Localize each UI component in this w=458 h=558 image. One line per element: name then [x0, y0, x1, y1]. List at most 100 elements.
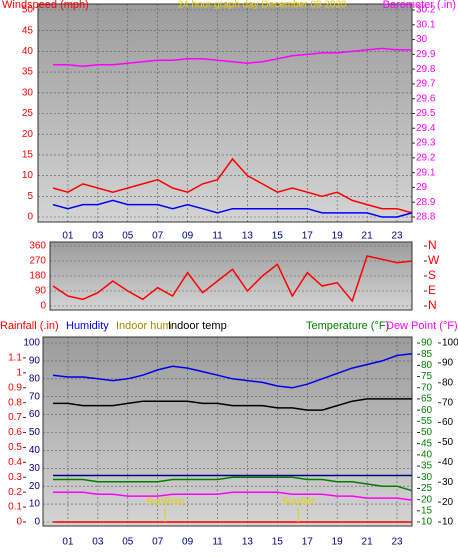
y-tick-label: 0.4 [8, 457, 22, 468]
y-tick-label: 30 [442, 477, 454, 488]
y-tick-label: 35 [421, 461, 433, 472]
x-tick-label: 19 [332, 231, 344, 242]
y-tick-label: 20 [442, 497, 454, 508]
y-tick-label: 75 [421, 371, 433, 382]
y-tick-label: 30 [29, 463, 41, 474]
y-tick-label: 55 [421, 416, 433, 427]
y-tick-label: 25 [22, 108, 34, 119]
x-tick-label: 19 [332, 537, 344, 548]
x-tick-label: 09 [182, 537, 194, 548]
y-tick-label: 60 [421, 405, 433, 416]
series-line [52, 157, 413, 214]
y-tick-label: 10 [29, 499, 41, 510]
axis-title: Barometer (.in) [383, 0, 456, 11]
y-tick-label: 0 [16, 517, 22, 528]
x-tick-label: 01 [62, 231, 74, 242]
x-tick-label: 05 [122, 537, 134, 548]
y-tick-label: 15 [421, 505, 433, 516]
series-line [52, 255, 413, 303]
y-tick-label: 29.8 [416, 64, 436, 75]
y-tick-label: 60 [29, 409, 41, 420]
y-tick-label: 0.6 [8, 427, 22, 438]
y-tick-label: 40 [29, 445, 41, 456]
plot-background [43, 337, 412, 526]
axis-title: Rainfall (.in) [0, 320, 59, 332]
y-tick-label: 30 [22, 87, 34, 98]
axis-title: Dew Point (°F) [386, 320, 458, 332]
y-tick-label: 35 [22, 67, 34, 78]
series-line [52, 352, 413, 389]
chart-title: 24 hour graph day December 09 2020 [177, 0, 346, 11]
x-tick-label: 05 [122, 231, 134, 242]
y-tick-label: 30.2 [416, 5, 436, 16]
axis-title: Temperature (°F) [306, 320, 389, 332]
y-tick-label: 45 [22, 25, 34, 36]
y-tick-label: 80 [29, 373, 41, 384]
y-tick-label: 0.5 [8, 442, 22, 453]
y-tick-label: 10 [421, 517, 433, 528]
x-tick-label: 03 [92, 537, 104, 548]
y-tick-label: N [428, 238, 437, 252]
axis-title: Indoor temp [168, 320, 227, 332]
y-tick-label: 90 [421, 338, 433, 349]
y-tick-label: 30.1 [416, 19, 436, 30]
y-tick-label: 0.9 [8, 382, 22, 393]
y-tick-label: 28.9 [416, 197, 436, 208]
y-tick-label: 10 [22, 170, 34, 181]
x-tick-label: 15 [272, 537, 284, 548]
y-tick-label: 45 [421, 438, 433, 449]
x-tick-label: 11 [212, 231, 223, 242]
y-tick-label: 270 [29, 256, 46, 267]
y-tick-label: 29.1 [416, 167, 436, 178]
axis-title: Humidity [66, 320, 109, 332]
y-tick-label: 90 [29, 356, 41, 367]
y-tick-label: 70 [29, 391, 41, 402]
y-tick-label: 80 [442, 377, 454, 388]
y-tick-label: 15 [22, 150, 34, 161]
y-tick-label: 20 [421, 494, 433, 505]
x-tick-label: 13 [242, 231, 254, 242]
y-tick-label: 80 [421, 360, 433, 371]
y-tick-label: S [428, 268, 436, 282]
y-tick-label: 29.4 [416, 123, 436, 134]
x-tick-label: 23 [391, 231, 403, 242]
y-tick-label: 50 [29, 427, 41, 438]
y-tick-label: 90 [35, 286, 47, 297]
y-tick-label: 70 [442, 397, 454, 408]
y-tick-label: E [428, 283, 436, 297]
y-tick-label: 29.9 [416, 49, 436, 60]
y-tick-label: W [428, 253, 440, 267]
x-tick-label: 01 [62, 537, 74, 548]
y-tick-label: 30 [421, 472, 433, 483]
y-tick-label: 0 [27, 212, 33, 223]
y-tick-label: 0.8 [8, 397, 22, 408]
y-tick-label: 50 [421, 427, 433, 438]
y-tick-label: 40 [22, 46, 34, 57]
y-tick-label: 0.1 [8, 502, 22, 513]
y-tick-label: 29.5 [416, 108, 436, 119]
y-tick-label: 29.3 [416, 138, 436, 149]
y-tick-label: 28.8 [416, 212, 436, 223]
series-line [53, 47, 412, 67]
y-tick-label: 0.2 [8, 487, 22, 498]
x-tick-label: 11 [212, 537, 223, 548]
series-line [53, 491, 413, 501]
y-tick-label: 10 [442, 517, 454, 528]
y-tick-label: 25 [421, 483, 433, 494]
annotation-label: SunRise [146, 497, 184, 508]
y-tick-label: 30 [416, 34, 428, 45]
series-line [53, 476, 413, 492]
y-tick-label: 0 [40, 301, 46, 312]
y-tick-label: 180 [29, 271, 46, 282]
y-tick-label: 20 [22, 129, 34, 140]
series-line [52, 199, 413, 218]
x-tick-label: 17 [302, 231, 314, 242]
plot-background [38, 4, 412, 222]
y-tick-label: 29 [416, 182, 428, 193]
x-tick-label: 23 [391, 537, 403, 548]
y-tick-label: 0 [34, 517, 40, 528]
x-tick-label: 03 [92, 231, 104, 242]
y-tick-label: 100 [23, 338, 40, 349]
y-tick-label: N [428, 298, 437, 312]
